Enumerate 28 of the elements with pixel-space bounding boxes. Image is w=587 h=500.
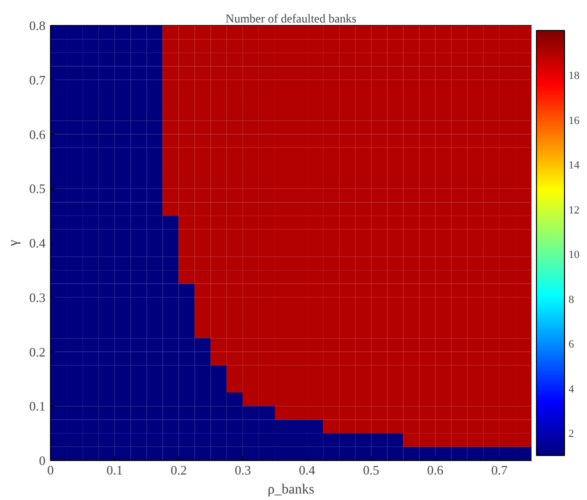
y-tick-label: 0.8 [29,18,46,33]
color-bar-label: 10 [568,249,580,262]
x-tick-label: 0.7 [491,462,508,478]
x-tick-label: 0.6 [427,462,444,478]
x-tick-label: 0.3 [234,462,252,478]
color-bar-label: 12 [568,204,580,216]
color-bar-label: 8 [568,294,574,306]
y-tick-label: 0.2 [29,344,46,360]
y-tick-label: 0.5 [29,181,46,196]
y-tick-label: 0.4 [29,236,46,250]
color-bar-label: 2 [568,428,574,440]
x-tick-label: 0.2 [170,462,187,478]
x-tick-label: 0.4 [298,462,316,478]
y-axis-title: γ [6,240,22,248]
color-bar-label: 14 [568,160,580,172]
y-tick-label: 0.6 [29,126,46,142]
x-tick-label: 0.1 [106,462,123,478]
x-tick-label: 0.5 [363,462,380,478]
color-bar-label: 18 [568,70,580,82]
chart-title: Number of defaulted banks [226,12,357,26]
color-bar-label: 4 [568,383,574,396]
y-tick-label: 0.7 [29,72,46,88]
y-tick-label: 0 [39,453,46,468]
color-bar-label: 16 [568,114,580,127]
x-axis-title: ρ_banks [268,482,314,498]
color-bar-label: 6 [568,338,574,351]
y-tick-label: 0.1 [29,398,46,414]
y-tick-label: 0.3 [29,290,46,305]
